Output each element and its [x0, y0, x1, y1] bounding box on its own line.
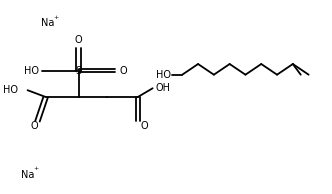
Text: O: O: [30, 121, 38, 131]
Text: +: +: [34, 166, 39, 171]
Text: HO: HO: [3, 85, 18, 95]
Text: OH: OH: [156, 83, 171, 93]
Text: O: O: [119, 66, 127, 76]
Text: O: O: [75, 35, 82, 45]
Text: S: S: [76, 66, 82, 76]
Text: O: O: [140, 121, 148, 131]
Text: +: +: [53, 15, 58, 20]
Text: HO: HO: [24, 66, 39, 76]
Text: Na: Na: [41, 18, 54, 28]
Text: HO: HO: [156, 70, 171, 80]
Text: Na: Na: [21, 170, 35, 180]
